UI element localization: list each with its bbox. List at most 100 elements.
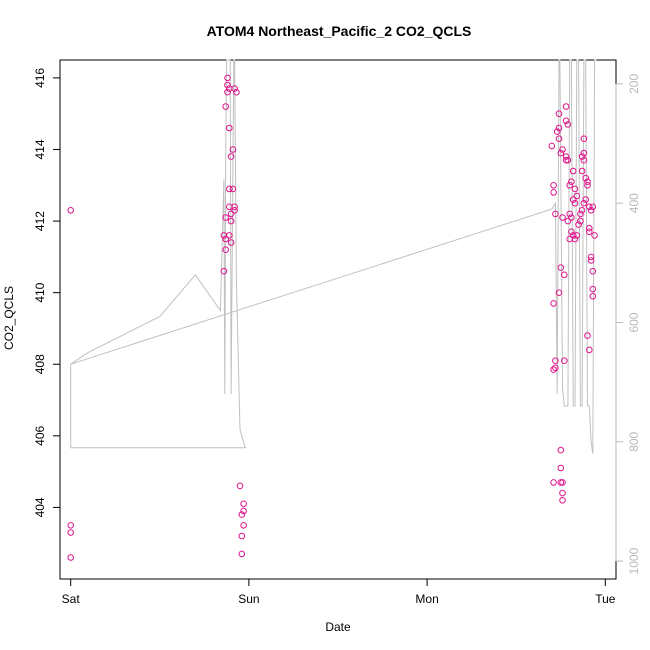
data-point [550,479,557,486]
data-point [226,124,233,132]
data-point [591,232,598,239]
y-tick-label: 412 [33,211,47,231]
y-tick-label: 416 [33,68,47,88]
data-point [227,153,235,160]
data-point [229,185,237,193]
data-point [578,207,586,214]
data-point [582,174,590,182]
data-point [224,81,231,89]
data-point [557,464,565,472]
data-point [580,135,588,142]
data-point [226,232,233,239]
x-tick-label: Mon [415,592,438,606]
data-point [562,153,570,160]
data-point [550,189,557,196]
data-point [564,217,572,225]
y2-tick-label: 800 [627,431,641,451]
data-point [582,196,590,203]
data-point [562,156,570,164]
data-point [67,522,74,529]
data-point [580,156,588,164]
data-point [586,346,593,354]
data-point [587,253,595,261]
data-point [559,489,566,497]
data-point [564,121,572,128]
data-point [227,210,235,218]
data-point [67,529,74,536]
y-axis: 404 406 408 410 412 414 416 [33,68,61,517]
data-point [222,214,229,221]
y2-tick-label: 1000 [627,547,641,574]
data-point [552,210,559,218]
data-point [589,285,597,293]
y2-tick-label: 600 [627,312,641,332]
data-point [577,217,584,225]
data-point [568,214,575,221]
data-point [584,182,591,189]
data-point [222,103,229,110]
x-tick-label: Sat [62,592,81,606]
data-point [238,532,246,540]
data-point [578,153,586,160]
data-point [577,210,584,218]
data-point [571,185,579,193]
data-point [227,217,235,225]
data-point [557,149,565,157]
data-point [559,214,566,221]
data-point [226,185,233,193]
data-point [586,203,593,211]
data-point [555,289,563,297]
data-point [555,110,563,117]
chart-title: ATOM4 Northeast_Pacific_2 CO2_QCLS [207,23,472,39]
y-tick-label: 404 [33,497,47,517]
x-tick-label: Sun [238,592,259,606]
data-point [569,196,577,203]
data-point [229,146,237,153]
data-point [580,199,588,207]
data-point [220,267,228,275]
data-point [222,235,229,243]
data-point [568,228,575,236]
data-point [233,88,240,96]
data-point [573,192,581,200]
data-point [587,257,595,264]
data-point [226,203,233,211]
y2-tick-label: 200 [627,74,641,94]
data-point [578,167,586,175]
data-point [555,135,563,142]
data-point [575,221,582,228]
data-point [231,207,238,214]
data-point [564,156,572,164]
data-point [550,182,557,189]
y-tick-label: 408 [33,354,47,374]
data-point [571,199,579,207]
y-axis-label: CO2_QCLS [2,286,16,350]
data-point [552,364,559,372]
data-point [236,482,244,490]
data-point [550,366,557,373]
data-point [562,117,570,125]
data-point [566,182,574,189]
data-point [548,142,556,150]
data-point [557,264,565,271]
data-point [589,203,597,211]
data-point [561,357,568,365]
data-point [559,146,566,153]
data-point [553,128,561,135]
points-layer [67,74,598,561]
data-point [584,178,591,185]
data-point [562,103,570,110]
data-point [569,232,577,239]
data-point [224,74,231,82]
data-point [559,497,566,504]
data-point [240,507,247,515]
y-tick-label: 410 [33,282,47,302]
data-point [559,479,566,486]
data-point [238,550,246,558]
line-layer [70,59,597,454]
data-point [67,554,74,561]
data-point [573,232,581,239]
data-point [584,332,591,339]
